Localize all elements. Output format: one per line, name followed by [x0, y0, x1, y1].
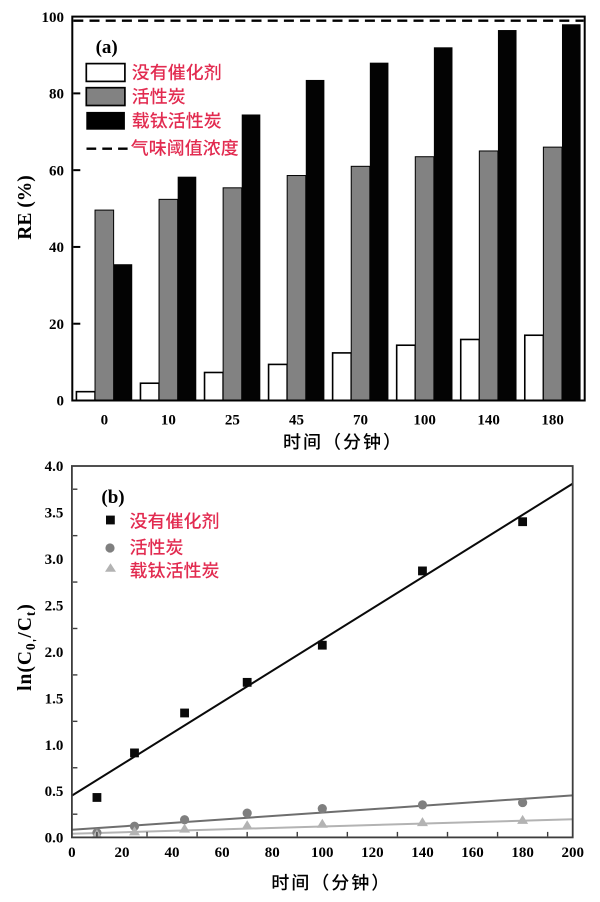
svg-text:180: 180 — [541, 413, 564, 429]
svg-text:0.5: 0.5 — [45, 784, 64, 800]
svg-text:60: 60 — [215, 845, 230, 861]
svg-text:RE (%): RE (%) — [15, 175, 36, 239]
svg-text:0: 0 — [57, 394, 65, 410]
svg-text:10: 10 — [161, 413, 176, 429]
svg-text:20: 20 — [114, 845, 129, 861]
svg-text:70: 70 — [353, 413, 368, 429]
svg-text:100: 100 — [413, 413, 436, 429]
svg-text:0: 0 — [101, 413, 109, 429]
svg-text:100: 100 — [42, 10, 65, 26]
svg-text:(b): (b) — [101, 487, 124, 508]
svg-text:140: 140 — [411, 845, 434, 861]
svg-text:200: 200 — [561, 845, 584, 861]
svg-text:1.0: 1.0 — [45, 738, 64, 754]
svg-text:3.5: 3.5 — [45, 506, 64, 522]
svg-text:(a): (a) — [96, 37, 118, 58]
svg-text:3.0: 3.0 — [45, 552, 64, 568]
svg-text:80: 80 — [265, 845, 280, 861]
svg-text:0.0: 0.0 — [45, 831, 64, 847]
svg-text:20: 20 — [49, 317, 64, 333]
svg-text:25: 25 — [225, 413, 240, 429]
svg-text:2.0: 2.0 — [45, 645, 64, 661]
svg-text:60: 60 — [49, 163, 64, 179]
svg-text:4.0: 4.0 — [45, 459, 64, 475]
svg-text:160: 160 — [461, 845, 484, 861]
svg-text:40: 40 — [49, 240, 64, 256]
svg-text:140: 140 — [477, 413, 500, 429]
svg-text:40: 40 — [165, 845, 180, 861]
svg-text:2.5: 2.5 — [45, 598, 64, 614]
svg-text:1.5: 1.5 — [45, 691, 64, 707]
svg-text:100: 100 — [311, 845, 334, 861]
svg-text:0: 0 — [68, 845, 76, 861]
svg-text:180: 180 — [511, 845, 534, 861]
svg-text:120: 120 — [361, 845, 384, 861]
svg-text:80: 80 — [49, 87, 64, 103]
svg-text:45: 45 — [289, 413, 304, 429]
